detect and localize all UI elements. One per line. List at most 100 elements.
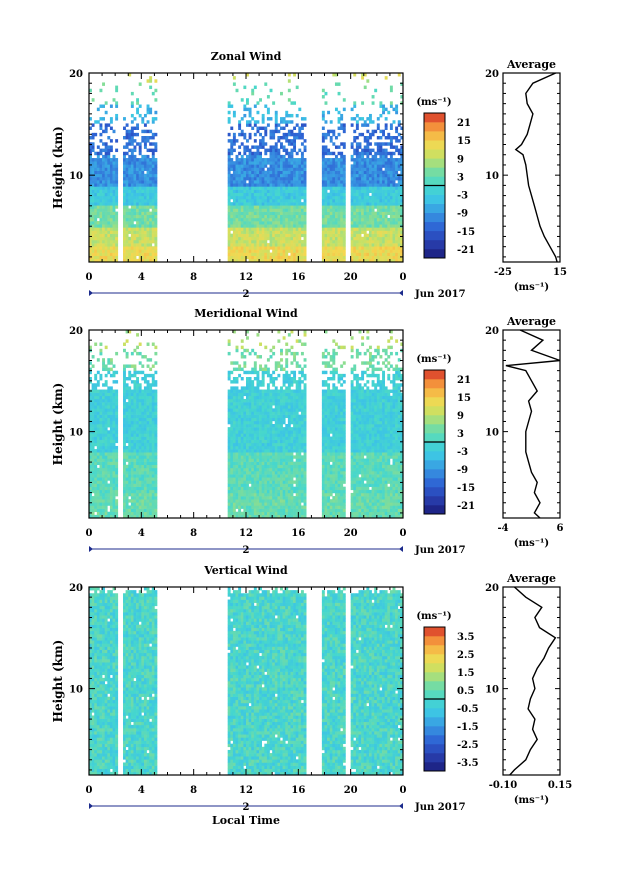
heatmap-cell	[392, 230, 396, 234]
heatmap-cell	[298, 173, 302, 178]
heatmap-cell	[272, 208, 276, 212]
heatmap-cell	[227, 227, 231, 231]
heatmap-cell	[298, 221, 302, 225]
heatmap-cell	[99, 239, 103, 244]
heatmap-cell	[246, 492, 249, 497]
heatmap-cell	[125, 402, 129, 406]
heatmap-cell	[107, 458, 111, 462]
heatmap-cell	[125, 383, 129, 387]
heatmap-cell	[261, 176, 265, 181]
heatmap-cell	[125, 217, 129, 222]
heatmap-cell	[246, 208, 249, 212]
heatmap-cell	[293, 132, 297, 137]
heatmap-cell	[89, 467, 92, 472]
heatmap-cell	[151, 442, 155, 447]
heatmap-cell	[238, 480, 242, 484]
heatmap-cell	[272, 158, 276, 162]
heatmap-cell	[138, 511, 142, 516]
heatmap-cell	[128, 430, 132, 434]
heatmap-cell	[154, 499, 158, 503]
heatmap-cell	[99, 189, 103, 193]
heatmap-cell	[99, 255, 103, 260]
heatmap-cell	[99, 417, 103, 422]
heatmap-cell	[269, 180, 273, 184]
heatmap-cell	[368, 161, 372, 165]
heatmap-cell	[94, 173, 98, 178]
heatmap-cell	[363, 236, 367, 241]
heatmap-cell	[89, 180, 92, 184]
heatmap-cell	[366, 139, 370, 143]
heatmap-cell	[141, 158, 145, 162]
heatmap-cell	[136, 420, 140, 425]
heatmap-cell	[109, 170, 113, 175]
heatmap-cell	[280, 91, 283, 96]
heatmap-cell	[376, 117, 380, 121]
heatmap-cell	[256, 183, 260, 187]
heatmap-cell	[350, 214, 354, 219]
heatmap-cell	[89, 405, 92, 409]
heatmap-cell	[261, 158, 265, 162]
heatmap-cell	[133, 508, 137, 513]
heatmap-cell	[102, 158, 105, 162]
heatmap-cell	[321, 233, 325, 238]
heatmap-cell	[115, 464, 119, 469]
heatmap-cell	[230, 514, 234, 519]
heatmap-cell	[269, 167, 273, 171]
heatmap-cell	[243, 452, 247, 456]
heatmap-cell	[246, 483, 249, 487]
heatmap-cell	[248, 243, 252, 247]
heatmap-cell	[130, 461, 134, 466]
heatmap-cell	[293, 180, 297, 184]
heatmap-cell	[274, 192, 278, 197]
heatmap-cell	[243, 496, 247, 500]
heatmap-cell	[154, 132, 158, 137]
heatmap-cell	[361, 258, 365, 263]
heatmap-cell	[287, 170, 291, 175]
heatmap-cell	[136, 192, 140, 197]
heatmap-cell	[89, 252, 92, 256]
heatmap-cell	[123, 414, 126, 419]
heatmap-cell	[374, 243, 378, 247]
heatmap-cell	[389, 233, 393, 238]
heatmap-cell	[251, 208, 255, 212]
heatmap-cell	[230, 195, 234, 200]
heatmap-cell	[149, 170, 153, 175]
heatmap-cell	[91, 158, 95, 162]
heatmap-cell	[143, 239, 147, 244]
heatmap-cell	[298, 199, 302, 203]
heatmap-cell	[387, 176, 391, 181]
heatmap-cell	[280, 224, 283, 228]
heatmap-cell	[392, 183, 396, 187]
heatmap-cell	[287, 192, 291, 197]
heatmap-cell	[94, 402, 98, 406]
heatmap-cell	[112, 389, 116, 393]
heatmap-cell	[107, 411, 111, 415]
heatmap-cell	[130, 148, 134, 153]
heatmap-cell	[253, 195, 257, 200]
heatmap-cell	[91, 455, 95, 459]
heatmap-cell	[112, 395, 116, 400]
heatmap-cell	[232, 113, 236, 118]
heatmap-cell	[248, 249, 252, 253]
heatmap-cell	[337, 176, 341, 181]
heatmap-cell	[146, 205, 150, 209]
heatmap-cell	[376, 170, 380, 175]
heatmap-cell	[246, 107, 249, 112]
heatmap-cell	[243, 249, 247, 253]
heatmap-cell	[293, 208, 297, 212]
heatmap-cell	[136, 180, 140, 184]
heatmap-cell	[146, 243, 150, 247]
heatmap-cell	[329, 120, 333, 124]
heatmap-cell	[146, 439, 150, 444]
heatmap-cell	[91, 180, 95, 184]
heatmap-cell	[96, 514, 100, 519]
heatmap-cell	[109, 224, 113, 228]
heatmap-cell	[397, 236, 401, 241]
heatmap-cell	[102, 389, 105, 393]
heatmap-cell	[274, 243, 278, 247]
heatmap-cell	[149, 427, 153, 431]
heatmap-cell	[227, 430, 231, 434]
heatmap-cell	[295, 224, 299, 228]
heatmap-cell	[243, 255, 247, 260]
heatmap-cell	[392, 227, 396, 231]
